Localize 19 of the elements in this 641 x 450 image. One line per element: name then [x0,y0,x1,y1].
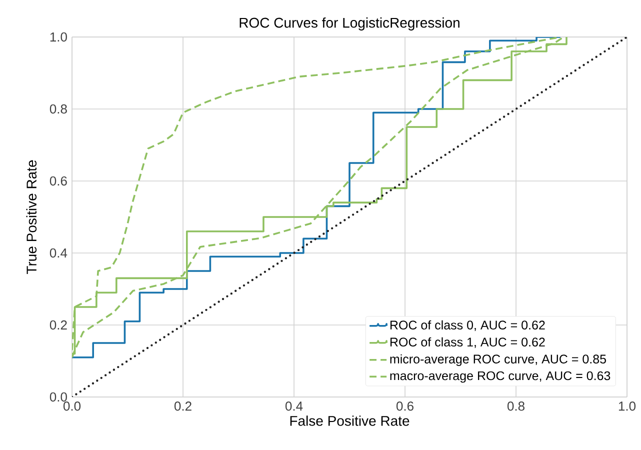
x-tick-label: 0.6 [396,402,414,411]
legend-label: ROC of class 0, AUC = 0.62 [390,320,545,331]
y-axis-title: True Positive Rate [26,160,37,274]
x-tick-label: 1.0 [618,402,636,411]
y-tick-label: 0.4 [50,248,68,258]
x-tick-label: 0.4 [285,402,303,411]
x-tick-label: 0.2 [174,402,192,411]
y-tick-label: 0.6 [50,176,67,186]
legend-label: macro-average ROC curve, AUC = 0.63 [390,371,610,383]
chart-title: ROC Curves for LogisticRegression [240,17,460,30]
x-axis-title: False Positive Rate [290,416,410,426]
y-tick-label: 0.2 [50,320,67,330]
y-tick-label: 0.0 [50,392,67,402]
y-tick-label: 0.8 [50,104,67,114]
x-tick-label: 0.0 [63,402,81,411]
x-tick-label: 0.8 [507,402,524,411]
y-tick-label: 1.0 [50,32,67,42]
legend-label: micro-average ROC curve, AUC = 0.85 [390,354,606,366]
legend-label: ROC of class 1, AUC = 0.62 [390,337,545,348]
